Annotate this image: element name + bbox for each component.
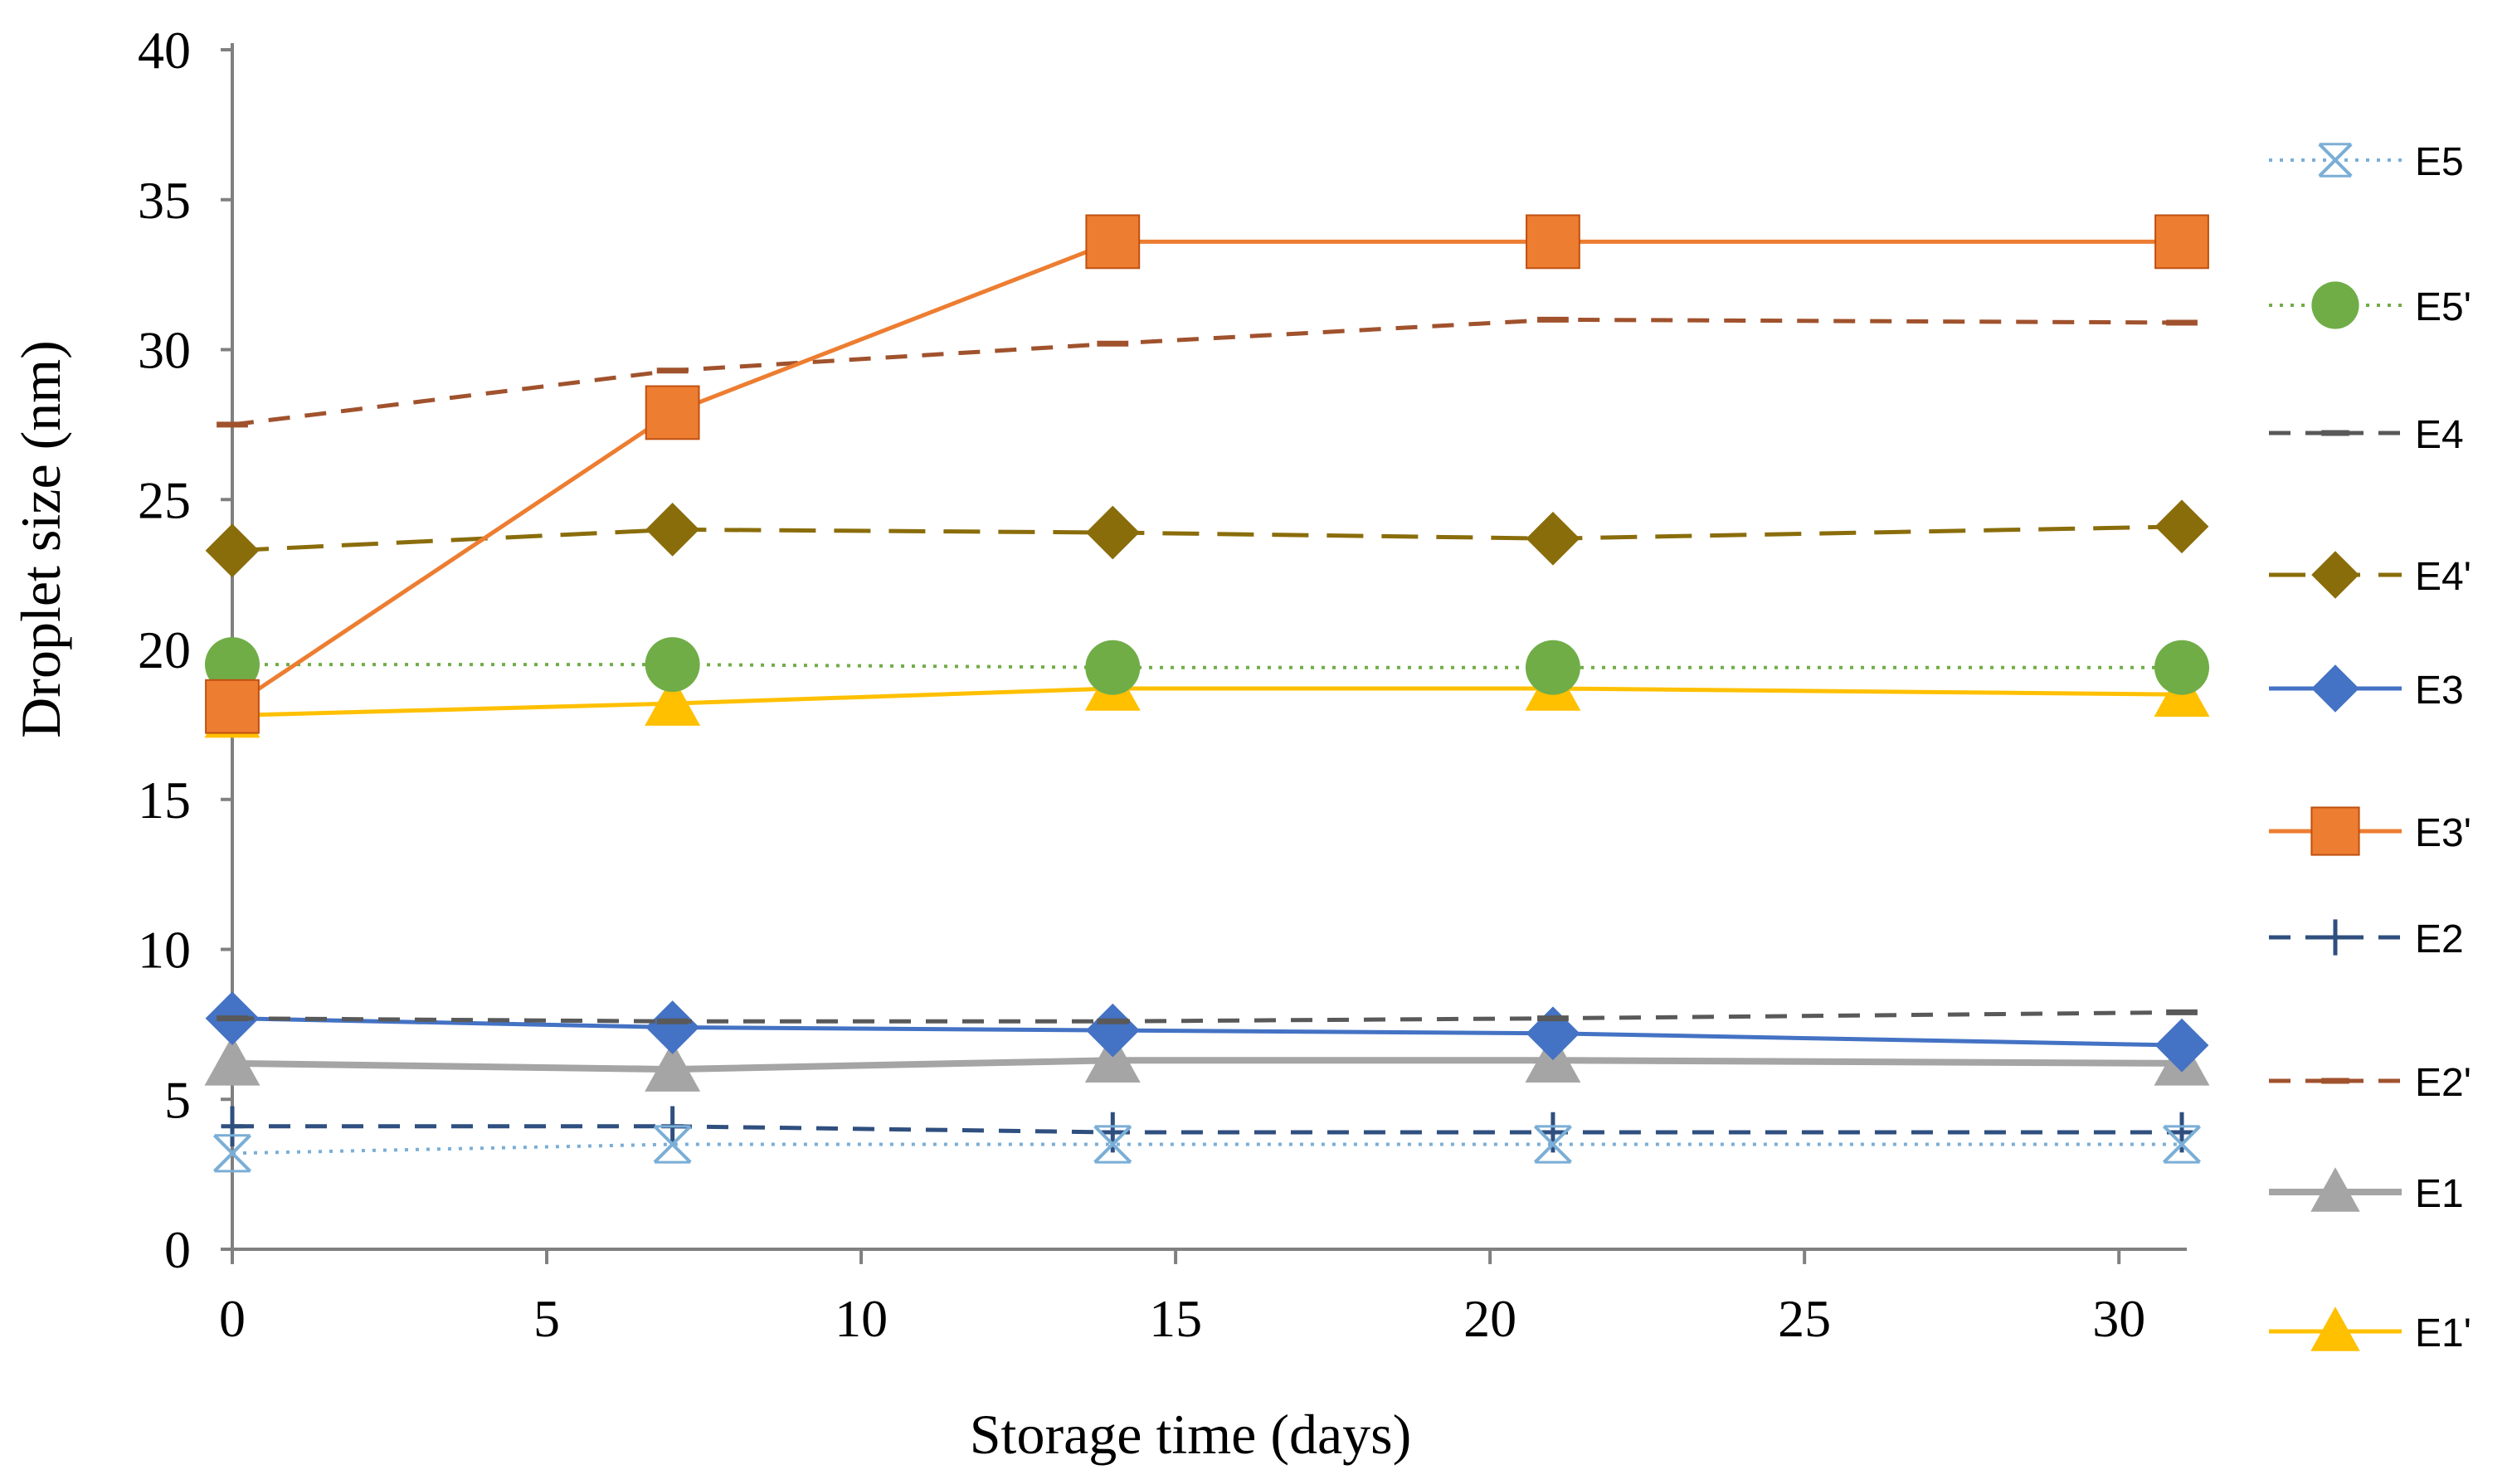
y-axis-title: Droplet size (nm) xyxy=(9,340,72,738)
series-e2 xyxy=(221,1106,2193,1153)
legend-swatch-marker xyxy=(2318,143,2353,178)
x-axis-title: Storage time (days) xyxy=(970,1403,1412,1466)
data-point xyxy=(1085,214,1141,270)
legend-item-e3-prime: E3' xyxy=(2269,806,2471,856)
data-point xyxy=(653,1125,692,1164)
series-e3-prime xyxy=(205,214,2209,734)
legend-swatch-marker xyxy=(2311,551,2359,599)
series-e4-prime xyxy=(205,499,2209,578)
legend-item-e2-prime: E2' xyxy=(2269,1061,2471,1105)
data-point xyxy=(1526,511,1580,566)
series-e4 xyxy=(217,1009,2198,1024)
data-point xyxy=(645,675,701,726)
legend-label: E3 xyxy=(2415,669,2464,713)
data-point xyxy=(1533,1125,1572,1164)
data-point xyxy=(1085,505,1140,560)
series-line-e2 xyxy=(232,1124,2182,1135)
series-e1-prime xyxy=(204,660,2210,738)
data-point xyxy=(221,1106,244,1147)
data-point xyxy=(1085,640,1141,695)
series-line-e4 xyxy=(231,1010,2183,1024)
y-tick-label: 35 xyxy=(138,171,191,230)
series-line-e5-prime xyxy=(232,663,2182,669)
data-point xyxy=(205,637,260,693)
series-line-e2-prime xyxy=(231,317,2183,427)
x-tick-label: 5 xyxy=(533,1289,560,1348)
legend-label: E1' xyxy=(2415,1311,2471,1355)
data-point xyxy=(1525,640,1580,695)
legend-swatch-marker xyxy=(2311,281,2359,329)
y-tick-label: 25 xyxy=(138,470,191,529)
x-tick-label: 30 xyxy=(2092,1289,2145,1348)
legend-label: E2 xyxy=(2415,917,2464,961)
legend-item-e5-prime: E5' xyxy=(2269,281,2471,329)
data-point xyxy=(645,503,700,557)
legend-label: E2' xyxy=(2415,1061,2471,1105)
data-point xyxy=(1526,1006,1580,1061)
series-e2-prime xyxy=(217,316,2198,428)
legend-item-e2: E2 xyxy=(2269,917,2464,961)
legend-item-e5: E5 xyxy=(2269,140,2464,184)
y-tick-label: 15 xyxy=(138,771,191,830)
series-line-e1 xyxy=(231,1057,2183,1073)
x-tick-label: 0 xyxy=(219,1289,246,1348)
series-line-e5 xyxy=(231,1142,2182,1156)
legend-item-e1: E1 xyxy=(2269,1167,2464,1216)
y-tick-label: 0 xyxy=(164,1220,191,1279)
data-point xyxy=(205,523,260,578)
legend-item-e1-prime: E1' xyxy=(2269,1306,2471,1355)
x-tick-label: 15 xyxy=(1149,1289,1202,1348)
legend-item-e3: E3 xyxy=(2269,664,2464,713)
y-tick-label: 30 xyxy=(138,321,191,380)
data-point xyxy=(1093,1125,1132,1164)
legend-label: E4' xyxy=(2415,555,2471,599)
legend-swatch-marker xyxy=(2310,1167,2360,1212)
data-point xyxy=(2154,640,2209,695)
legend-item-e4-prime: E4' xyxy=(2269,551,2471,599)
y-tick-label: 10 xyxy=(138,921,191,980)
series-e5 xyxy=(212,1125,2202,1173)
data-point xyxy=(2154,1018,2209,1073)
series-line-e4-prime xyxy=(231,524,2183,553)
legend-label: E1 xyxy=(2415,1172,2464,1216)
y-tick-label: 5 xyxy=(164,1070,191,1129)
data-point xyxy=(1085,1003,1140,1058)
data-point xyxy=(212,1134,252,1173)
legend-swatch-marker xyxy=(2310,1306,2360,1351)
data-point xyxy=(2154,499,2209,554)
data-point xyxy=(205,679,260,734)
data-point xyxy=(645,385,700,440)
data-point xyxy=(645,1000,700,1054)
data-point xyxy=(1526,214,1580,270)
y-tick-label: 20 xyxy=(138,620,191,679)
data-point xyxy=(645,1041,701,1092)
data-point xyxy=(645,637,700,693)
legend-label: E5 xyxy=(2415,140,2464,184)
legend-swatch-marker xyxy=(2325,919,2345,956)
series-e5-prime xyxy=(205,637,2209,695)
x-tick-label: 25 xyxy=(1778,1289,1831,1348)
series-e1 xyxy=(204,1032,2210,1092)
legend-item-e4: E4 xyxy=(2269,413,2464,457)
series-line-e1-prime xyxy=(231,686,2183,718)
legend-swatch-marker xyxy=(2310,806,2360,856)
data-point xyxy=(2154,214,2209,270)
x-tick-label: 10 xyxy=(835,1289,888,1348)
series-line-e3-prime xyxy=(231,239,2182,708)
data-point xyxy=(2162,1125,2202,1164)
data-point xyxy=(1084,1032,1141,1083)
legend: E5 E5' E4 E4' E3 E3' E2 E2' E1 E1' xyxy=(2269,140,2471,1355)
x-tick-label: 20 xyxy=(1463,1289,1516,1348)
legend-swatch-marker xyxy=(2311,664,2359,713)
data-point xyxy=(204,1035,260,1086)
legend-label: E4 xyxy=(2415,413,2464,457)
y-tick-label: 40 xyxy=(138,21,191,80)
legend-label: E3' xyxy=(2415,811,2471,855)
legend-label: E5' xyxy=(2415,285,2471,329)
